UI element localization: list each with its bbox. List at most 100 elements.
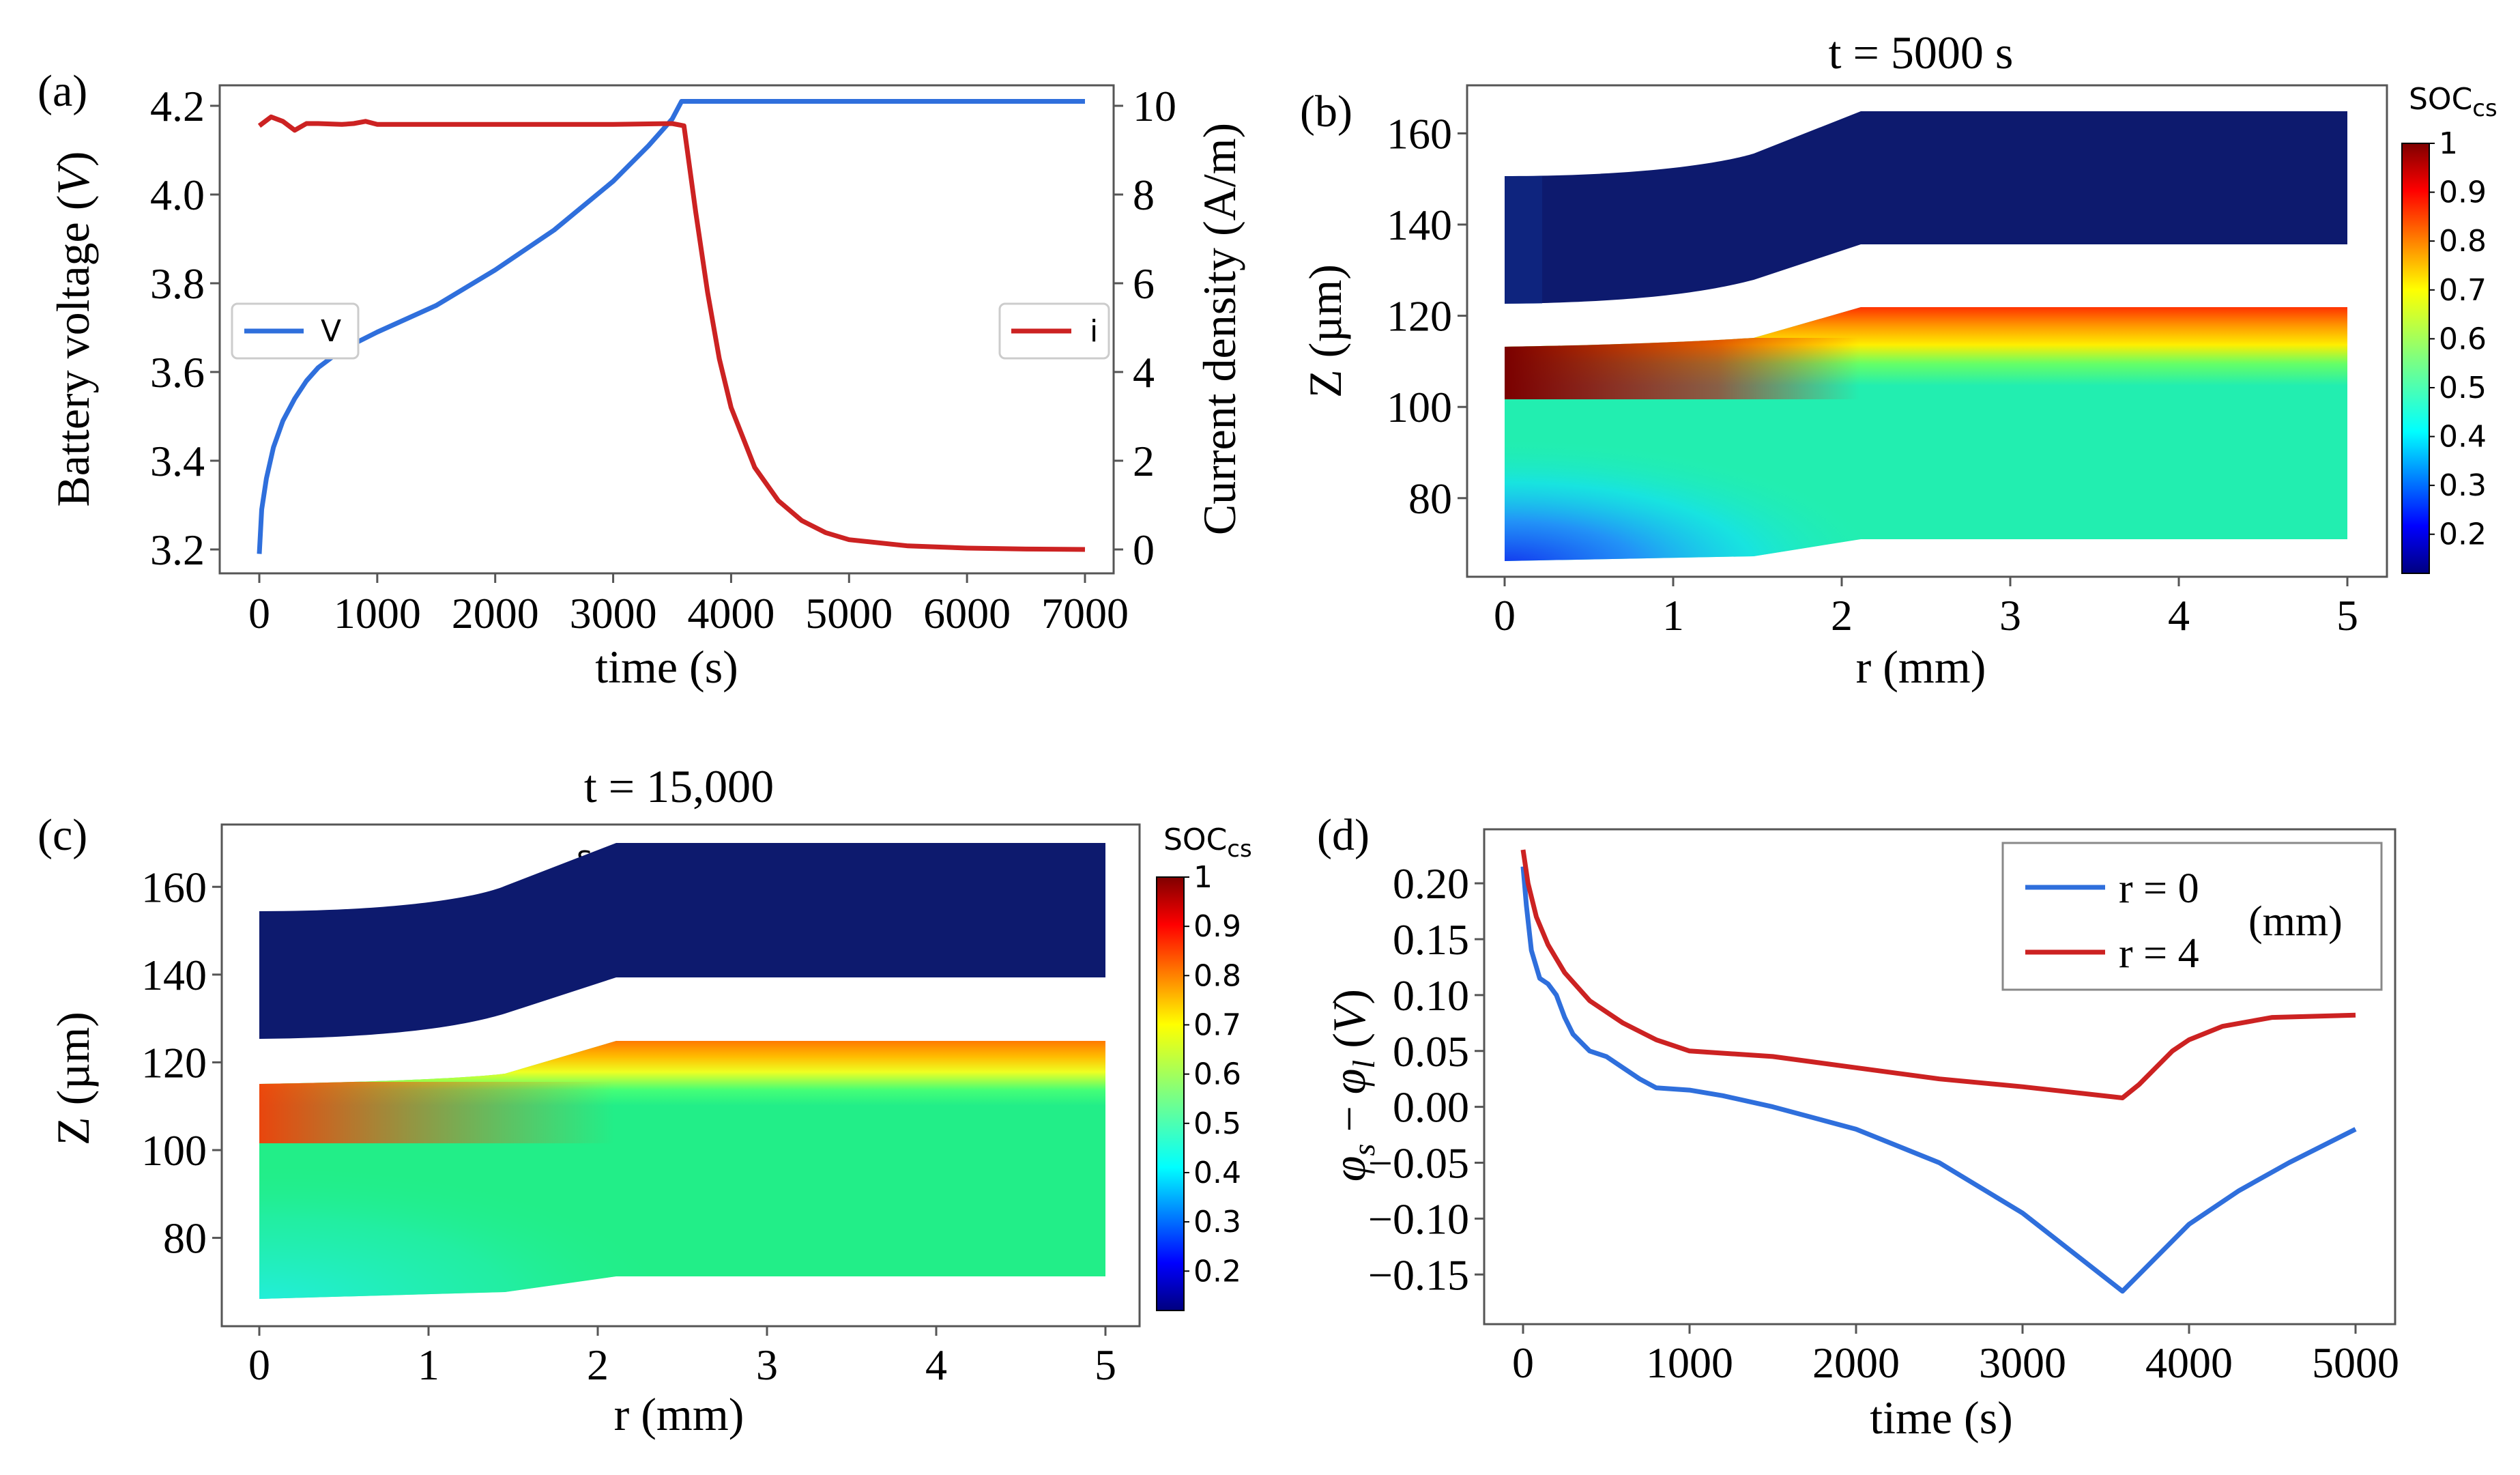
panel-d: (d) 0 1000 2000 3000 4000 5000 −0.15 −0.10 −0.0… — [1317, 810, 2399, 1444]
d-ytick-label: 0.00 — [1393, 1083, 1469, 1132]
r-tick-label: 0 — [1494, 591, 1516, 640]
panel-b-colorbar-label: SOCcs — [2409, 82, 2497, 122]
d-xtick-label: 3000 — [1979, 1338, 2066, 1387]
panel-b-upper-layer-edge — [1505, 176, 1542, 304]
panel-c-lower-layer — [259, 1041, 1105, 1299]
d-xtick-label: 5000 — [2312, 1338, 2399, 1387]
panel-c-axes — [220, 823, 1141, 1328]
panel-d-xlabel: time (s) — [1870, 1392, 2013, 1444]
r-tick-label: 3 — [1999, 591, 2021, 640]
z-tick-label: 80 — [163, 1214, 207, 1263]
colorbar-tick-label: 0.6 — [1193, 1057, 1241, 1092]
d-ytick-label: 0.05 — [1393, 1027, 1469, 1076]
a-ytick-right-label: 4 — [1133, 348, 1155, 397]
legend-i-label: i — [1090, 314, 1098, 349]
d-ytick-label: 0.20 — [1393, 859, 1469, 908]
panel-c-colorbar-label: SOCcs — [1163, 822, 1252, 863]
a-xtick-label: 2000 — [452, 589, 539, 638]
panel-d-r4-line — [1520, 849, 2356, 1100]
colorbar-tick-label: 0.8 — [1193, 958, 1241, 993]
a-ytick-left-label: 3.2 — [150, 526, 205, 574]
r-tick-label: 2 — [587, 1341, 609, 1389]
z-tick-label: 140 — [1387, 201, 1452, 249]
a-ytick-right-label: 8 — [1133, 171, 1155, 219]
panel-a-y-right-ticks: 0 2 4 6 8 10 — [1114, 82, 1176, 574]
r-tick-label: 0 — [248, 1341, 270, 1389]
colorbar-tick-label: 1 — [1193, 860, 1213, 895]
a-ytick-right-label: 2 — [1133, 437, 1155, 485]
panel-a: (a) 0 1000 2000 3000 4000 5000 6000 7000 3.2 3.4… — [38, 66, 1245, 693]
d-xtick-label: 4000 — [2145, 1338, 2233, 1387]
panel-b-xlabel: r (mm) — [1856, 641, 1986, 693]
r-tick-label: 4 — [925, 1341, 947, 1389]
r-tick-label: 5 — [1095, 1341, 1116, 1389]
panel-a-ylabel-right: Current density (A/m) — [1193, 123, 1245, 535]
a-ytick-right-label: 6 — [1133, 259, 1155, 308]
legend-v-label: V — [321, 314, 341, 349]
panel-c-colorbar-ticks: 0.2 0.3 0.4 0.5 0.6 0.7 0.8 0.9 1 — [1184, 860, 1241, 1289]
r-tick-label: 1 — [418, 1341, 439, 1389]
panel-d-y-ticks: −0.15 −0.10 −0.05 0.00 0.05 0.10 0.15 0.20 — [1368, 859, 1484, 1299]
panel-b-title: t = 5000 s — [1829, 27, 2014, 78]
a-xtick-label: 1000 — [334, 589, 421, 638]
colorbar-tick-label: 0.3 — [1193, 1205, 1241, 1240]
r-tick-label: 1 — [1662, 591, 1684, 640]
legend-r4-label: r = 4 — [2119, 930, 2199, 977]
z-tick-label: 120 — [1387, 292, 1452, 341]
panel-a-legend-v: V — [231, 302, 360, 360]
a-xtick-label: 3000 — [570, 589, 657, 638]
a-xtick-label: 4000 — [687, 589, 774, 638]
d-ytick-label: −0.10 — [1368, 1194, 1469, 1243]
panel-c-colorbar — [1156, 876, 1185, 1311]
a-ytick-left-label: 4.0 — [150, 171, 205, 219]
colorbar-tick-label: 0.3 — [2439, 468, 2487, 503]
panel-a-ylabel-left: Battery voltage (V) — [47, 151, 99, 506]
colorbar-tick-label: 0.5 — [1193, 1106, 1241, 1141]
panel-a-axes — [218, 84, 1115, 575]
d-xtick-label: 2000 — [1812, 1338, 1900, 1387]
panel-c-y-ticks: 80 100 120 140 160 — [141, 863, 222, 1263]
d-ytick-label: 0.15 — [1393, 915, 1469, 964]
panel-a-y-left-ticks: 3.2 3.4 3.6 3.8 4.0 4.2 — [150, 82, 220, 574]
panel-b-upper-layer — [1505, 111, 2347, 304]
panel-a-xlabel: time (s) — [595, 641, 738, 693]
panel-c-ylabel: Z (µm) — [47, 1012, 99, 1145]
legend-mm-label: (mm) — [2248, 898, 2343, 945]
colorbar-tick-label: 1 — [2439, 126, 2458, 161]
panel-d-r0-line — [1520, 866, 2357, 1294]
z-tick-label: 80 — [1408, 474, 1452, 523]
d-ytick-label: −0.05 — [1368, 1139, 1469, 1188]
a-ytick-right-label: 10 — [1133, 82, 1176, 130]
panel-d-label: (d) — [1317, 810, 1370, 860]
z-tick-label: 120 — [141, 1038, 207, 1087]
d-xtick-label: 1000 — [1646, 1338, 1733, 1387]
colorbar-tick-label: 0.8 — [2439, 224, 2487, 259]
panel-d-legend: r = 0 r = 4 (mm) — [2001, 842, 2383, 991]
colorbar-tick-label: 0.6 — [2439, 321, 2487, 356]
panel-c-x-ticks: 0 1 2 3 4 5 — [248, 1326, 1116, 1389]
r-tick-label: 4 — [2168, 591, 2190, 640]
panel-b-label: (b) — [1300, 87, 1352, 137]
panel-c-label: (c) — [38, 810, 87, 860]
panel-c-title-line1: t = 15,000 — [584, 760, 774, 812]
colorbar-tick-label: 0.2 — [2439, 517, 2487, 552]
panel-d-axes — [1483, 828, 2396, 1326]
panel-d-ylabel: φs − φl (V) — [1323, 989, 1381, 1182]
panel-b-x-ticks: 0 1 2 3 4 5 — [1494, 577, 2358, 640]
z-tick-label: 160 — [141, 863, 207, 911]
r-tick-label: 2 — [1831, 591, 1853, 640]
panel-b-ylabel: Z (µm) — [1299, 264, 1351, 398]
colorbar-tick-label: 0.9 — [2439, 175, 2487, 210]
a-xtick-label: 7000 — [1041, 589, 1129, 638]
a-ytick-left-label: 4.2 — [150, 82, 205, 130]
colorbar-tick-label: 0.2 — [1193, 1254, 1241, 1289]
panel-a-x-ticks: 0 1000 2000 3000 4000 5000 6000 7000 — [248, 573, 1129, 638]
colorbar-tick-label: 0.5 — [2439, 371, 2487, 405]
panel-a-voltage-line — [257, 99, 1085, 554]
colorbar-tick-label: 0.4 — [2439, 420, 2487, 455]
a-ytick-right-label: 0 — [1133, 526, 1155, 574]
z-tick-label: 140 — [141, 951, 207, 999]
colorbar-tick-label: 0.7 — [2439, 273, 2487, 308]
